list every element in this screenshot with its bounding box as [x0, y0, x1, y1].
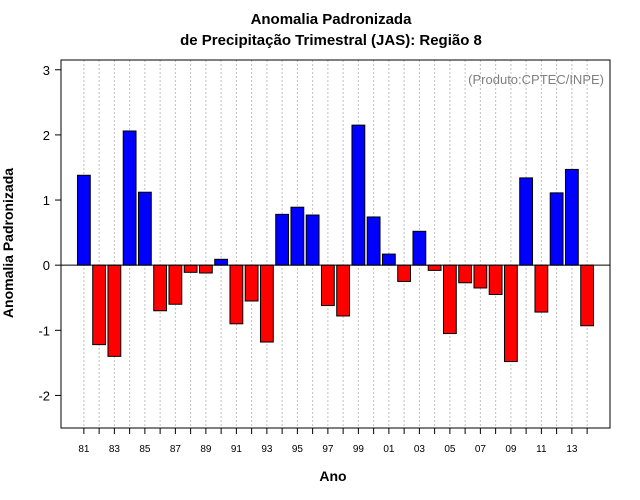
x-tick-label: 93	[261, 444, 273, 455]
x-tick-label: 07	[475, 444, 487, 455]
bar-97	[320, 264, 335, 307]
bar-90	[214, 258, 229, 266]
bar-91	[229, 264, 244, 325]
bar-10	[519, 177, 534, 266]
bar-93	[259, 264, 274, 343]
chart-title-line2: de Precipitação Trimestral (JAS): Região…	[180, 32, 482, 49]
bar-85	[137, 191, 152, 266]
x-tick-label: 89	[200, 444, 212, 455]
y-tick-label: 2	[43, 128, 50, 143]
source-annotation: (Produto:CPTEC/INPE)	[468, 72, 604, 87]
bar-98	[336, 264, 351, 317]
bar-13	[564, 168, 579, 266]
bar-86	[153, 264, 168, 312]
bar-07	[473, 264, 488, 289]
bar-04	[427, 264, 442, 271]
bar-88	[183, 264, 198, 273]
x-tick-label: 83	[109, 444, 121, 455]
plot-frame	[60, 59, 611, 429]
bar-89	[198, 264, 213, 274]
x-tick-label: 05	[444, 444, 456, 455]
bar-14	[580, 264, 595, 327]
bar-02	[397, 264, 412, 282]
bar-82	[92, 264, 107, 346]
bar-94	[275, 213, 290, 266]
bar-08	[488, 264, 503, 295]
x-tick-label: 99	[353, 444, 365, 455]
x-tick-label: 03	[414, 444, 426, 455]
y-axis-ticks: -2 -1 0 1 2 3	[38, 63, 61, 403]
bar-84	[122, 130, 137, 266]
y-tick-label: 1	[43, 193, 50, 208]
x-tick-label: 97	[322, 444, 334, 455]
y-tick-label: 0	[43, 258, 50, 273]
bar-12	[549, 192, 564, 266]
bar-96	[305, 214, 320, 266]
x-tick-label: 81	[78, 444, 90, 455]
bar-87	[168, 264, 183, 305]
bar-05	[442, 264, 457, 335]
bar-95	[290, 206, 305, 266]
x-tick-label: 85	[139, 444, 151, 455]
y-tick-label: 3	[43, 63, 50, 78]
x-tick-label: 91	[231, 444, 243, 455]
x-tick-label: 87	[170, 444, 182, 455]
x-tick-label: 09	[505, 444, 517, 455]
x-tick-label: 13	[566, 444, 578, 455]
bar-09	[503, 264, 518, 363]
bar-01	[381, 253, 396, 266]
bar-81	[76, 174, 91, 266]
bar-06	[458, 264, 473, 284]
x-tick-label: 11	[536, 444, 547, 455]
bar-83	[107, 264, 122, 357]
chart-title-line1: Anomalia Padronizada	[251, 11, 413, 28]
bars	[76, 124, 595, 363]
y-tick-label: -2	[38, 388, 50, 403]
bar-92	[244, 264, 259, 302]
y-axis-label: Anomalia Padronizada	[0, 168, 16, 318]
bar-99	[351, 124, 366, 266]
x-tick-label: 01	[383, 444, 395, 455]
bar-11	[534, 264, 549, 313]
x-axis-label: Ano	[319, 468, 346, 484]
y-tick-label: -1	[38, 323, 50, 338]
x-axis-ticks: 81 83 85 87 89 91 93 95 97 99 01 03 05 07 09 11 13	[78, 428, 588, 455]
bar-03	[412, 230, 427, 266]
x-tick-label: 95	[292, 444, 304, 455]
bar-00	[366, 216, 381, 266]
